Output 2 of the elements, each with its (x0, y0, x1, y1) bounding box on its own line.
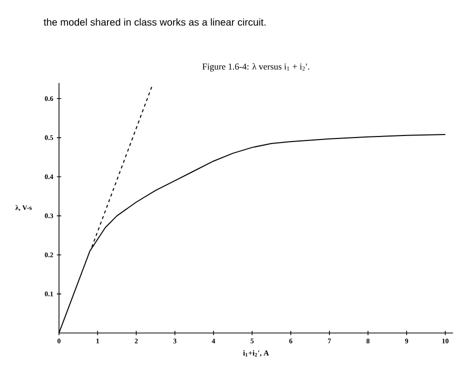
chart-title: Figure 1.6-4: λ versus i$_{1}$ + i$_{2}$′. (202, 63, 310, 72)
text: the model shared in class works as a linear circuit. (44, 18, 266, 26)
